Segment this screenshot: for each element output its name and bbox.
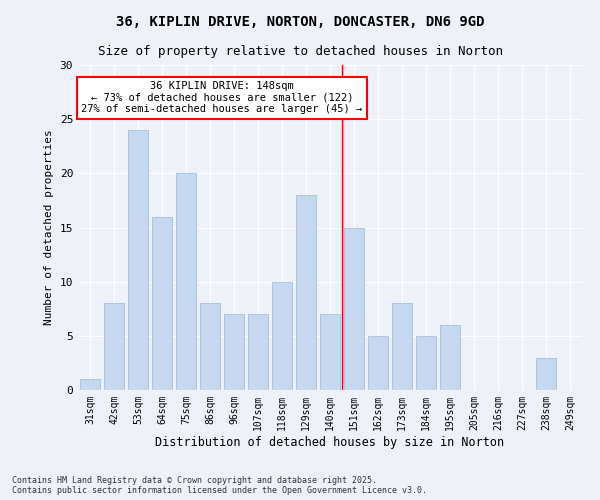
- Bar: [296, 195, 316, 390]
- X-axis label: Distribution of detached houses by size in Norton: Distribution of detached houses by size …: [155, 436, 505, 448]
- Bar: [272, 282, 292, 390]
- Bar: [440, 325, 460, 390]
- Bar: [368, 336, 388, 390]
- Bar: [416, 336, 436, 390]
- Bar: [248, 314, 268, 390]
- Text: 36, KIPLIN DRIVE, NORTON, DONCASTER, DN6 9GD: 36, KIPLIN DRIVE, NORTON, DONCASTER, DN6…: [116, 15, 484, 29]
- Text: Contains HM Land Registry data © Crown copyright and database right 2025.
Contai: Contains HM Land Registry data © Crown c…: [12, 476, 427, 495]
- Bar: [344, 228, 364, 390]
- Bar: [176, 174, 196, 390]
- Bar: [104, 304, 124, 390]
- Bar: [392, 304, 412, 390]
- Bar: [200, 304, 220, 390]
- Text: 36 KIPLIN DRIVE: 148sqm
← 73% of detached houses are smaller (122)
27% of semi-d: 36 KIPLIN DRIVE: 148sqm ← 73% of detache…: [82, 81, 362, 114]
- Y-axis label: Number of detached properties: Number of detached properties: [44, 130, 54, 326]
- Bar: [224, 314, 244, 390]
- Bar: [320, 314, 340, 390]
- Bar: [128, 130, 148, 390]
- Bar: [152, 216, 172, 390]
- Bar: [80, 379, 100, 390]
- Text: Size of property relative to detached houses in Norton: Size of property relative to detached ho…: [97, 45, 503, 58]
- Bar: [536, 358, 556, 390]
